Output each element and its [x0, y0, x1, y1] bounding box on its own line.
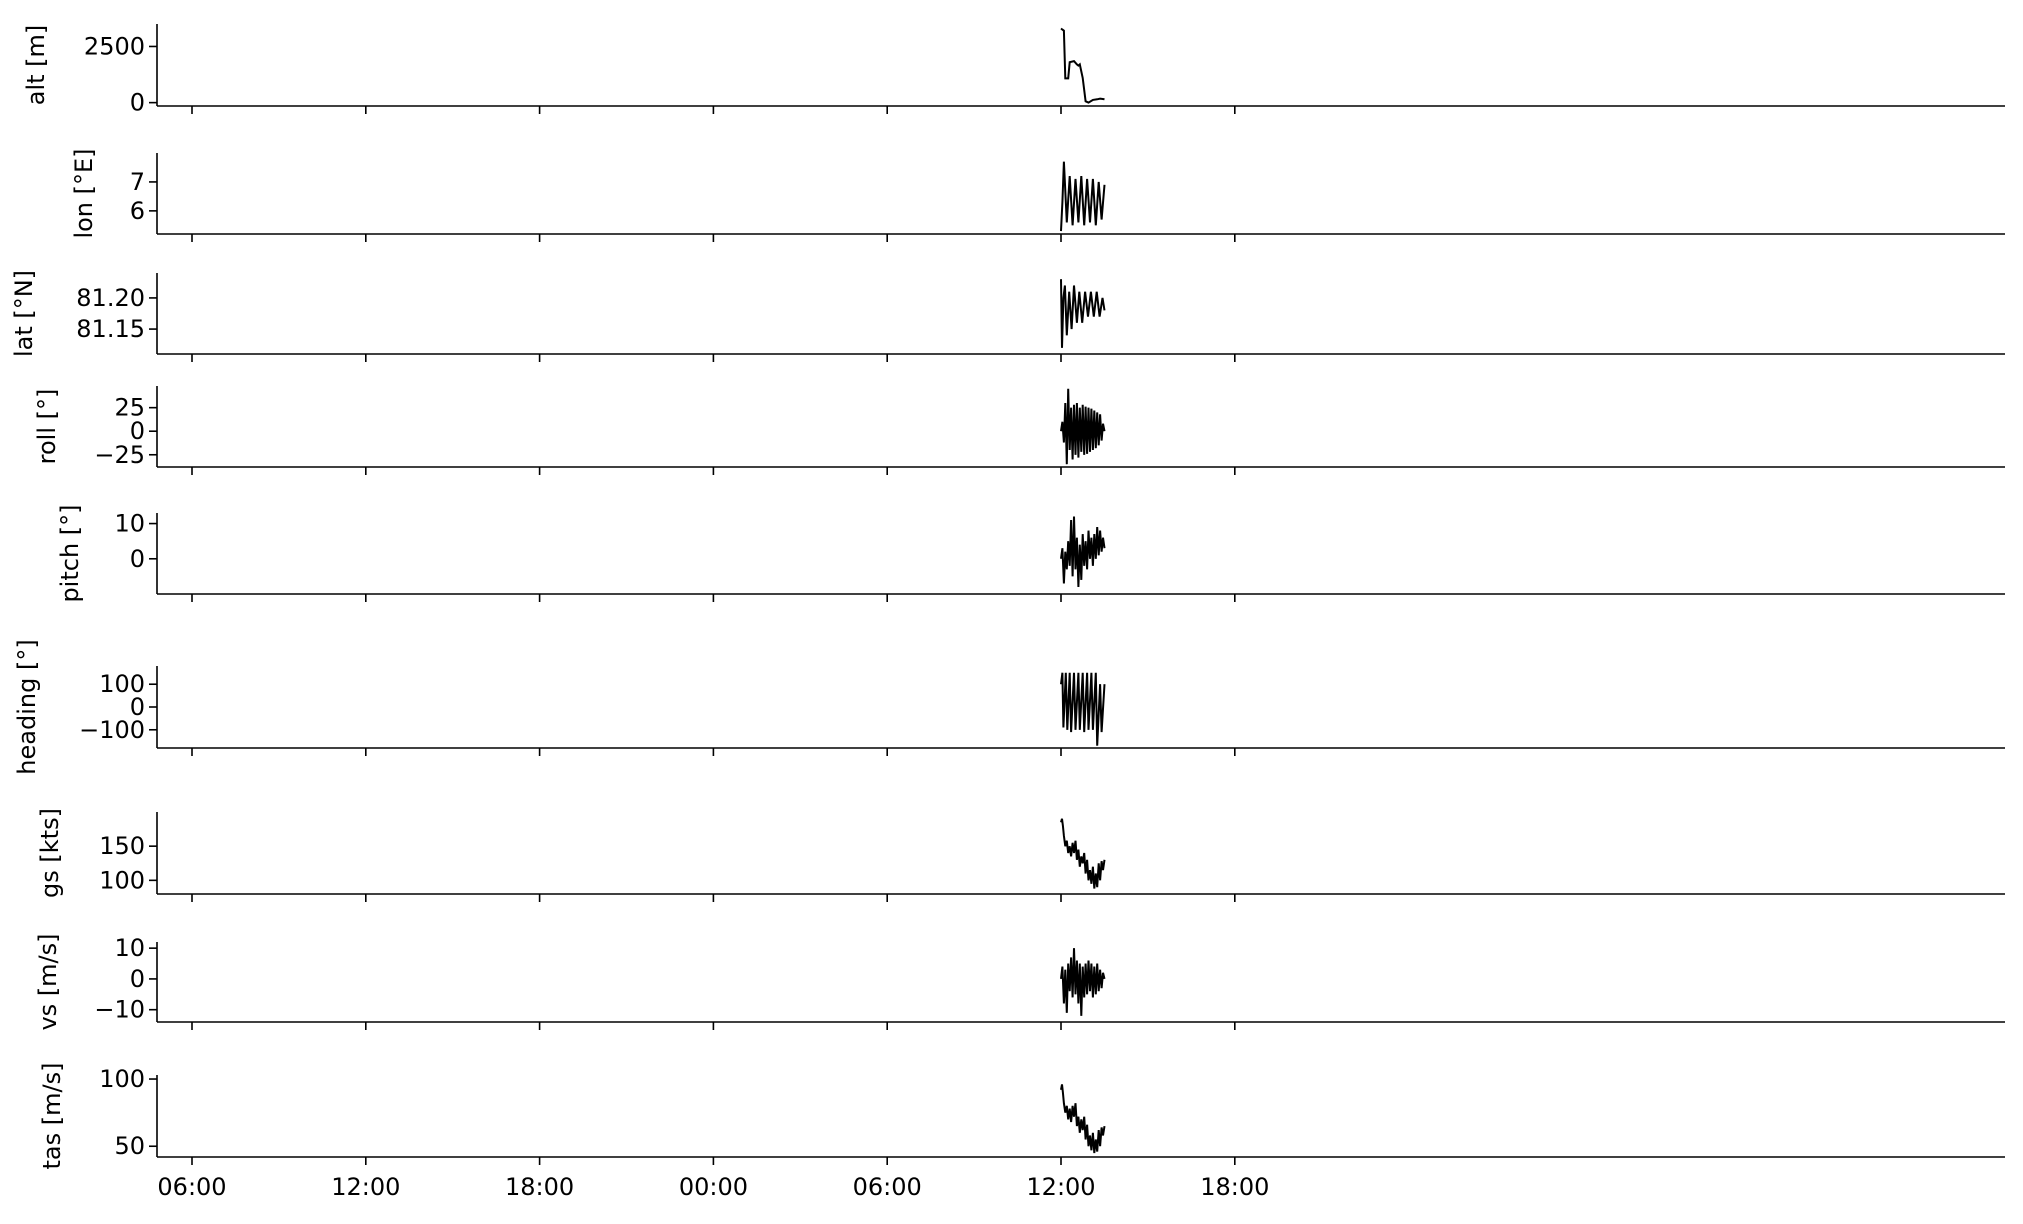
series-line [1060, 516, 1106, 588]
series-line [1060, 27, 1105, 104]
x-tick-label: 00:00 [679, 1173, 748, 1201]
y-axis-label: gs [kts] [36, 808, 64, 898]
x-tick-label: 18:00 [505, 1173, 574, 1201]
panel-5: 0 10 pitch [°] [56, 504, 2005, 603]
y-tick-label: 0 [130, 89, 145, 117]
x-tick-label: 18:00 [1200, 1173, 1269, 1201]
y-tick-label: 100 [99, 866, 145, 894]
y-tick-label: 0 [130, 693, 145, 721]
panel-1: 0 2500 alt [m] [22, 24, 2005, 117]
y-tick-label: 10 [114, 510, 145, 538]
series-line [1060, 388, 1106, 465]
y-tick-label: 25 [114, 394, 145, 422]
series-line [1060, 279, 1106, 348]
y-tick-label: 100 [99, 1065, 145, 1093]
y-axis-label: vs [m/s] [34, 933, 62, 1030]
y-axis-label: heading [°] [13, 639, 41, 774]
series-line [1060, 948, 1106, 1016]
y-axis-label: lon [°E] [70, 148, 98, 238]
y-tick-label: 0 [130, 965, 145, 993]
y-tick-label: −10 [94, 996, 145, 1024]
series-line [1060, 1084, 1106, 1154]
y-axis-label: pitch [°] [56, 504, 84, 602]
x-tick-label: 12:00 [1026, 1173, 1095, 1201]
panel-9: 06:00 12:00 18:00 00:00 06:00 12:00 18:00 50 100… [38, 1063, 2005, 1201]
y-tick-label: −100 [79, 716, 145, 744]
y-tick-label: 81.15 [76, 315, 145, 343]
panel-2: 67 lon [°E] [70, 148, 2005, 242]
series-line [1060, 161, 1106, 232]
y-tick-label: 150 [99, 832, 145, 860]
y-axis-label: tas [m/s] [38, 1063, 66, 1170]
panel-7: 100 150 gs [kts] [36, 808, 2005, 902]
x-tick-label: 06:00 [853, 1173, 922, 1201]
y-tick-label: 81.20 [76, 284, 145, 312]
y-axis-label: alt [m] [22, 25, 50, 106]
panel-8: −10 0 10 vs [m/s] [34, 933, 2005, 1031]
y-axis-label: lat [°N] [10, 270, 38, 357]
y-tick-label: 7 [130, 168, 145, 196]
series-line [1060, 818, 1106, 889]
y-tick-label: 6 [130, 197, 145, 225]
x-tick-label: 12:00 [331, 1173, 400, 1201]
y-tick-label: 2500 [84, 32, 145, 60]
series-line [1060, 672, 1106, 746]
y-axis-label: roll [°] [33, 389, 61, 465]
y-tick-label: 0 [130, 417, 145, 445]
y-tick-label: 50 [114, 1132, 145, 1160]
y-tick-label: 100 [99, 670, 145, 698]
y-tick-label: 0 [130, 545, 145, 573]
y-tick-label: 10 [114, 934, 145, 962]
y-tick-label: −25 [94, 441, 145, 469]
x-tick-label: 06:00 [157, 1173, 226, 1201]
panel-3: 81.15 81.20 lat [°N] [10, 270, 2005, 362]
